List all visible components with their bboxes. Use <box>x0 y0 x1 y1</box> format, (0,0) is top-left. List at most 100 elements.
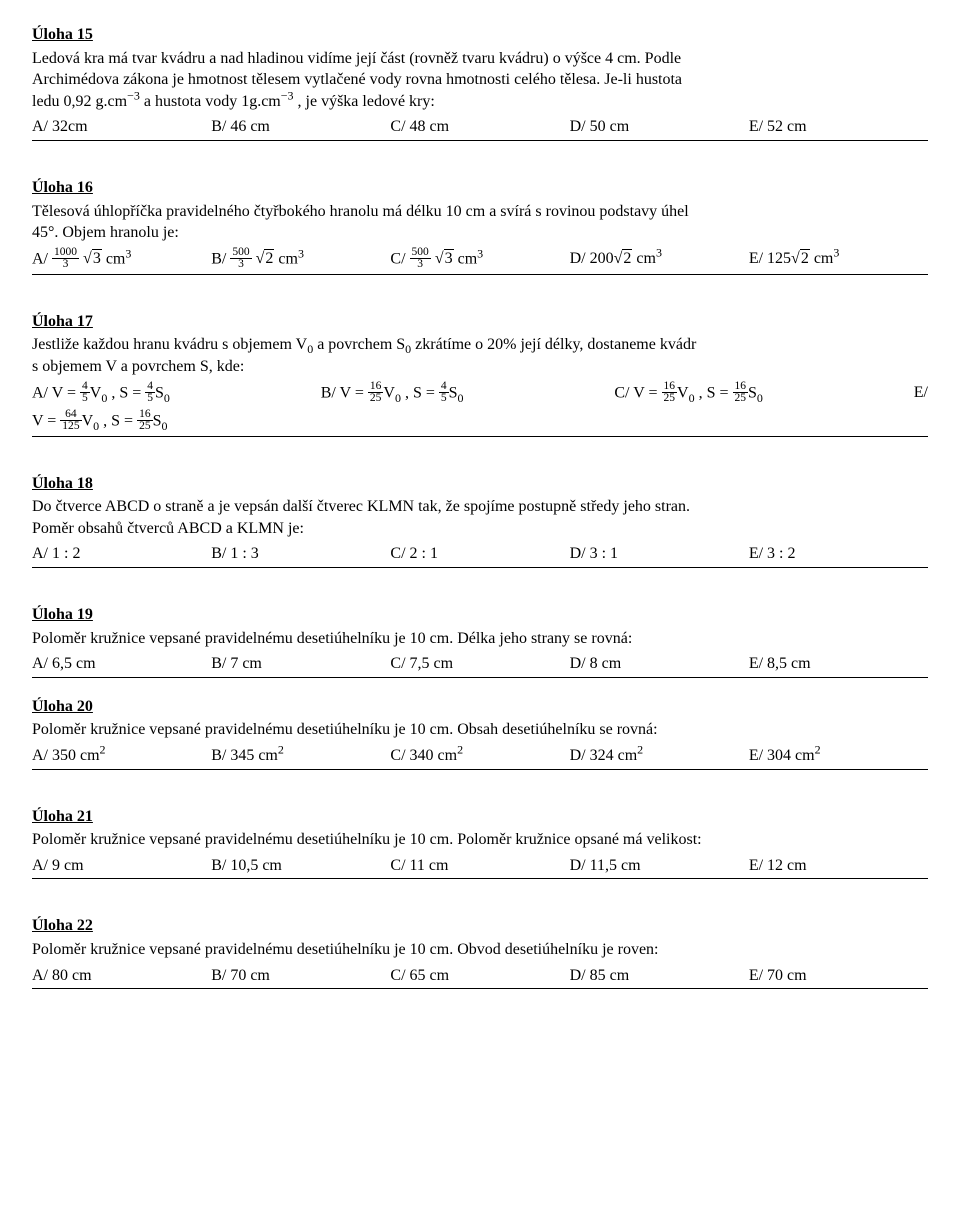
task-22-body: Poloměr kružnice vepsané pravidelnému de… <box>32 939 928 961</box>
t16-b-unit: cm <box>274 250 298 267</box>
t17-c-smid: , S = <box>695 384 733 401</box>
task-15-body: Ledová kra má tvar kvádru a nad hladinou… <box>32 48 928 113</box>
task-18-c: C/ 2 : 1 <box>390 543 569 565</box>
t20-d-pre: D/ 324 cm <box>570 747 638 764</box>
t16-e-unit: cm <box>810 250 834 267</box>
t16-a-unit: cm <box>102 250 126 267</box>
t17-l1a: Jestliže každou hranu kvádru s objemem V <box>32 336 307 353</box>
task-19-b: B/ 7 cm <box>211 653 390 675</box>
task-16-c: C/ 5003 3 cm3 <box>390 248 569 272</box>
t16-c-frac: 5003 <box>410 247 431 271</box>
task-22-e: E/ 70 cm <box>749 965 928 987</box>
t17-x-vfrac: 64125 <box>60 409 81 433</box>
t17-b-sfrac: 45 <box>439 381 449 405</box>
task-15-line2: Archimédova zákona je hmotnost tělesem v… <box>32 71 682 88</box>
t16-e-sqrt: 2 <box>791 248 810 270</box>
t17-a-mid: V <box>90 384 102 401</box>
t17-c-sden: 25 <box>733 393 749 405</box>
t20-d-exp: 2 <box>637 743 643 757</box>
t16-c-rad: 3 <box>444 249 454 267</box>
task-21-answers: A/ 9 cm B/ 10,5 cm C/ 11 cm D/ 11,5 cm E… <box>32 855 928 880</box>
task-16-a: A/ 10003 3 cm3 <box>32 248 211 272</box>
t16-a-rad: 3 <box>92 249 102 267</box>
t16-c-den: 3 <box>410 259 431 271</box>
task-21-a: A/ 9 cm <box>32 855 211 877</box>
task-17-extra: V = 64125V0 , S = 1625S0 <box>32 410 928 437</box>
t17-l1c: zkrátíme o 20% její délky, dostaneme kvá… <box>411 336 696 353</box>
t17-x-smid: , S = <box>99 412 137 429</box>
task-20-e: E/ 304 cm2 <box>749 745 928 767</box>
task-21-e: E/ 12 cm <box>749 855 928 877</box>
task-18-body: Do čtverce ABCD o straně a je vepsán dal… <box>32 496 928 539</box>
task-16-line1: Tělesová úhlopříčka pravidelného čtyřbok… <box>32 203 689 220</box>
t17-b-smid: , S = <box>401 384 439 401</box>
t17-a-ssub: 0 <box>164 390 170 404</box>
task-19-body: Poloměr kružnice vepsané pravidelnému de… <box>32 628 928 650</box>
task-22-c: C/ 65 cm <box>390 965 569 987</box>
t16-d-pre: D/ 200 <box>570 250 614 267</box>
task-17-e: E/ <box>914 382 928 406</box>
t17-l1b: a povrchem S <box>313 336 405 353</box>
task-17-body: Jestliže každou hranu kvádru s objemem V… <box>32 334 928 377</box>
task-20-title: Úloha 20 <box>32 696 928 718</box>
task-15: Úloha 15 Ledová kra má tvar kvádru a nad… <box>32 24 928 141</box>
task-17-c: C/ V = 1625V0 , S = 1625S0 <box>614 382 763 406</box>
t16-c-pre: C/ <box>390 250 409 267</box>
task-17-a: A/ V = 45V0 , S = 45S0 <box>32 382 170 406</box>
t17-x-sfrac: 1625 <box>137 409 153 433</box>
task-17: Úloha 17 Jestliže každou hranu kvádru s … <box>32 311 928 437</box>
task-17-b: B/ V = 1625V0 , S = 45S0 <box>321 382 464 406</box>
t17-x-ssub: 0 <box>161 418 167 432</box>
task-21: Úloha 21 Poloměr kružnice vepsané pravid… <box>32 806 928 880</box>
task-20-answers: A/ 350 cm2 B/ 345 cm2 C/ 340 cm2 D/ 324 … <box>32 745 928 770</box>
task-22-d: D/ 85 cm <box>570 965 749 987</box>
task-16-body: Tělesová úhlopříčka pravidelného čtyřbok… <box>32 201 928 244</box>
task-20-a: A/ 350 cm2 <box>32 745 211 767</box>
task-17-title: Úloha 17 <box>32 311 928 333</box>
t17-a-sden: 5 <box>145 393 155 405</box>
t20-e-exp: 2 <box>815 743 821 757</box>
t16-b-frac: 5003 <box>230 247 251 271</box>
task-16-e: E/ 1252 cm3 <box>749 248 928 272</box>
t17-a-sfrac: 45 <box>145 381 155 405</box>
task-16-b: B/ 5003 2 cm3 <box>211 248 390 272</box>
task-21-body: Poloměr kružnice vepsané pravidelnému de… <box>32 829 928 851</box>
t20-a-pre: A/ 350 cm <box>32 747 100 764</box>
task-15-line1: Ledová kra má tvar kvádru a nad hladinou… <box>32 50 681 67</box>
task-18-e: E/ 3 : 2 <box>749 543 928 565</box>
t16-d-unit: cm <box>632 250 656 267</box>
t17-b-ssub: 0 <box>458 390 464 404</box>
task-18: Úloha 18 Do čtverce ABCD o straně a je v… <box>32 473 928 568</box>
task-16-d: D/ 2002 cm3 <box>570 248 749 272</box>
task-22-b: B/ 70 cm <box>211 965 390 987</box>
task-16-title: Úloha 16 <box>32 177 928 199</box>
t16-b-sqrt: 2 <box>256 248 275 270</box>
t16-a-exp: 3 <box>125 246 131 260</box>
task-22-answers: A/ 80 cm B/ 70 cm C/ 65 cm D/ 85 cm E/ 7… <box>32 965 928 990</box>
t17-b-mid: V <box>383 384 395 401</box>
task-15-line3c: , je výška ledové kry: <box>294 93 435 110</box>
task-20-c: C/ 340 cm2 <box>390 745 569 767</box>
task-15-answers: A/ 32cm B/ 46 cm C/ 48 cm D/ 50 cm E/ 52… <box>32 116 928 141</box>
task-15-title: Úloha 15 <box>32 24 928 46</box>
t16-d-rad: 2 <box>622 249 632 267</box>
t20-a-exp: 2 <box>100 743 106 757</box>
task-15-e: E/ 52 cm <box>749 116 928 138</box>
t17-c-s: S <box>748 384 757 401</box>
t20-c-pre: C/ 340 cm <box>390 747 457 764</box>
t16-b-den: 3 <box>230 259 251 271</box>
task-20: Úloha 20 Poloměr kružnice vepsané pravid… <box>32 696 928 770</box>
t17-x-mid: V <box>82 412 94 429</box>
t18-l2: Poměr obsahů čtverců ABCD a KLMN je: <box>32 520 304 537</box>
t16-e-exp: 3 <box>833 245 839 259</box>
task-20-d: D/ 324 cm2 <box>570 745 749 767</box>
task-19-a: A/ 6,5 cm <box>32 653 211 675</box>
t16-c-unit: cm <box>454 250 478 267</box>
task-15-d: D/ 50 cm <box>570 116 749 138</box>
t17-c-mid: V <box>677 384 689 401</box>
task-18-answers: A/ 1 : 2 B/ 1 : 3 C/ 2 : 1 D/ 3 : 1 E/ 3… <box>32 543 928 568</box>
t17-b-sden: 5 <box>439 393 449 405</box>
task-21-title: Úloha 21 <box>32 806 928 828</box>
t17-a-pre: A/ V = <box>32 384 80 401</box>
task-16-line2: 45°. Objem hranolu je: <box>32 224 179 241</box>
